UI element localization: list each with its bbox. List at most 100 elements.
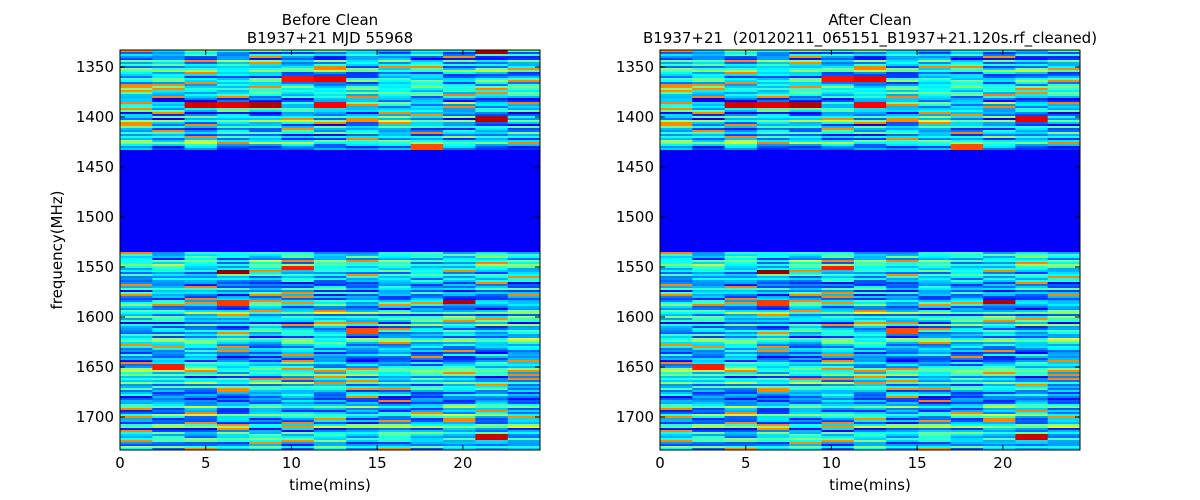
heatmap-cell — [475, 302, 509, 305]
heatmap-cell — [853, 62, 887, 65]
heatmap-cell — [184, 362, 218, 365]
heatmap-cell — [281, 426, 315, 429]
heatmap-cell — [853, 92, 887, 95]
heatmap-cell — [216, 374, 250, 377]
heatmap-cell — [410, 54, 444, 57]
heatmap-cell — [950, 182, 984, 185]
heatmap-cell — [756, 132, 790, 135]
heatmap-cell — [443, 222, 476, 225]
heatmap-cell — [184, 214, 218, 217]
heatmap-cell — [152, 156, 186, 159]
heatmap-cell — [789, 364, 823, 367]
heatmap-cell — [853, 122, 887, 125]
heatmap-cell — [410, 192, 444, 195]
heatmap-cell — [853, 312, 887, 315]
heatmap-cell — [378, 362, 412, 365]
heatmap-cell — [281, 66, 315, 69]
heatmap-cell — [475, 382, 509, 385]
heatmap-cell — [346, 72, 379, 75]
heatmap-cell — [789, 70, 823, 73]
heatmap-cell — [313, 72, 347, 75]
heatmap-cell — [950, 94, 984, 97]
heatmap-cell — [692, 272, 726, 275]
heatmap-cell — [120, 278, 153, 281]
heatmap-cell — [821, 112, 855, 115]
heatmap-cell — [507, 304, 541, 307]
heatmap-cell — [313, 140, 347, 143]
heatmap-cell — [249, 270, 283, 273]
heatmap-cell — [120, 346, 153, 349]
heatmap-cell — [475, 150, 509, 153]
heatmap-cell — [1015, 258, 1049, 261]
heatmap-cell — [1015, 224, 1049, 227]
heatmap-cell — [692, 150, 726, 153]
heatmap-cell — [475, 316, 509, 319]
heatmap-cell — [950, 72, 984, 75]
heatmap-cell — [443, 384, 476, 387]
heatmap-cell — [918, 352, 952, 355]
heatmap-cell — [249, 258, 283, 261]
heatmap-cell — [821, 56, 855, 59]
heatmap-cell — [789, 126, 823, 129]
heatmap-cell — [983, 128, 1016, 131]
heatmap-cell — [443, 348, 476, 351]
heatmap-cell — [410, 168, 444, 171]
heatmap-cell — [853, 296, 887, 299]
heatmap-cell — [507, 104, 541, 107]
heatmap-cell — [1015, 178, 1049, 181]
heatmap-cell — [152, 302, 186, 305]
heatmap-cell — [507, 406, 541, 409]
heatmap-cell — [249, 248, 283, 251]
heatmap-cell — [281, 218, 315, 221]
heatmap-cell — [313, 304, 347, 307]
heatmap-cell — [1015, 294, 1049, 297]
heatmap-cell — [475, 62, 509, 65]
heatmap-cell — [475, 68, 509, 71]
heatmap-cell — [853, 278, 887, 281]
heatmap-cell — [346, 424, 379, 427]
heatmap-cell — [1015, 360, 1049, 363]
heatmap-cell — [886, 202, 919, 205]
heatmap-cell — [950, 284, 984, 287]
heatmap-cell — [184, 432, 218, 435]
heatmap-cell — [789, 60, 823, 63]
heatmap-cell — [152, 418, 186, 421]
heatmap-cell — [983, 396, 1016, 399]
heatmap-cell — [281, 388, 315, 391]
heatmap-cell — [281, 164, 315, 167]
heatmap-cell — [443, 362, 476, 365]
heatmap-cell — [950, 360, 984, 363]
heatmap-cell — [507, 326, 541, 329]
heatmap-cell — [475, 80, 509, 83]
heatmap-cell — [281, 154, 315, 157]
heatmap-cell — [724, 220, 758, 223]
heatmap-cell — [507, 266, 541, 269]
heatmap-cell — [1047, 152, 1081, 155]
heatmap-cell — [410, 406, 444, 409]
heatmap-cell — [378, 174, 412, 177]
heatmap-cell — [507, 342, 541, 345]
heatmap-cell — [346, 80, 379, 83]
heatmap-cell — [1047, 204, 1081, 207]
heatmap-cell — [281, 240, 315, 243]
heatmap-cell — [724, 98, 758, 101]
heatmap-cell — [821, 238, 855, 241]
heatmap-cell — [378, 274, 412, 277]
heatmap-cell — [821, 340, 855, 343]
heatmap-cell — [410, 186, 444, 189]
heatmap-cell — [692, 208, 726, 211]
heatmap-cell — [410, 346, 444, 349]
heatmap-cell — [660, 134, 693, 137]
heatmap-cell — [346, 114, 379, 117]
heatmap-cell — [660, 318, 693, 321]
heatmap-cell — [507, 350, 541, 353]
heatmap-cell — [184, 188, 218, 191]
heatmap-cell — [216, 382, 250, 385]
heatmap-cell — [983, 206, 1016, 209]
heatmap-cell — [950, 188, 984, 191]
heatmap-cell — [443, 120, 476, 123]
heatmap-cell — [281, 384, 315, 387]
heatmap-cell — [378, 166, 412, 169]
heatmap-cell — [152, 380, 186, 383]
